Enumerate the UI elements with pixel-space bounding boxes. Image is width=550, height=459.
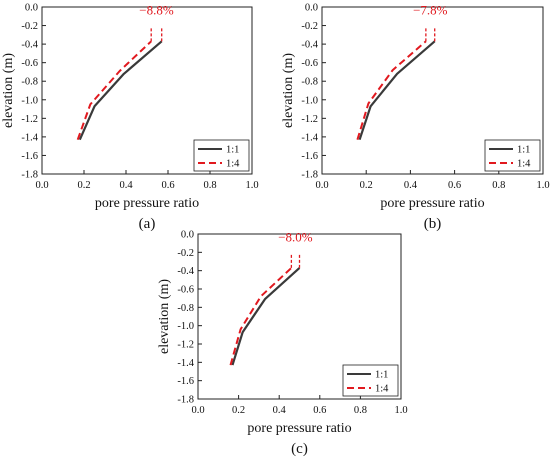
x-tick-label: 1.0 (245, 180, 258, 191)
y-tick-label: -1.0 (21, 95, 38, 106)
legend-label: 1:4 (517, 159, 531, 170)
y-tick-label: -0.2 (301, 21, 318, 32)
y-tick-label: -1.4 (21, 132, 38, 143)
x-tick-label: 0.8 (492, 180, 505, 191)
chart-panel: 0.0 0.2 0.4 0.6 0.8 1.0 0.0 -0.2 -0.4 -0.6 -0.8 -1.… (157, 229, 408, 457)
x-tick-label: 0.2 (360, 180, 373, 191)
legend-label: 1:1 (226, 145, 239, 156)
series-line-1-4 (356, 40, 427, 140)
y-tick-label: 0.0 (181, 230, 194, 241)
y-tick-label: -0.4 (177, 266, 194, 277)
difference-annotation: −7.8% (413, 2, 448, 17)
y-tick-label: -0.6 (177, 285, 194, 296)
series-line-1-1 (231, 267, 301, 366)
x-tick-label: 0.6 (448, 180, 461, 191)
y-tick-label: -1.0 (301, 95, 318, 106)
panel-caption: (a) (139, 216, 156, 232)
difference-annotation: −8.8% (139, 2, 174, 17)
x-tick-label: 0.4 (119, 180, 133, 191)
legend-box (342, 364, 399, 397)
x-tick-label: 0.2 (232, 405, 245, 416)
y-tick-label: -1.8 (301, 170, 318, 181)
x-tick-label: 0.4 (273, 405, 287, 416)
legend-label: 1:1 (517, 145, 530, 156)
legend-box (193, 139, 250, 172)
series-line-1-1 (78, 40, 163, 141)
y-tick-label: -0.8 (301, 77, 318, 88)
x-tick-label: 1.0 (536, 180, 549, 191)
y-tick-label: -1.2 (177, 340, 194, 351)
legend-label: 1:4 (375, 384, 389, 395)
x-tick-label: 0.8 (354, 405, 367, 416)
y-axis-label: elevation (m) (281, 53, 296, 128)
legend-box (484, 139, 541, 172)
y-tick-label: -1.4 (177, 358, 194, 369)
chart-panel: 0.0 0.2 0.4 0.6 0.8 1.0 0.0 -0.2 -0.4 -0.6 -0.8 -1.… (1, 2, 259, 232)
x-tick-label: 1.0 (394, 405, 407, 416)
y-tick-label: -0.4 (301, 40, 318, 51)
y-tick-label: -1.8 (177, 395, 194, 406)
legend-label: 1:4 (226, 159, 240, 170)
x-tick-label: 0.0 (315, 180, 328, 191)
x-tick-label: 0.6 (313, 405, 326, 416)
y-tick-label: -1.6 (301, 151, 318, 162)
y-axis-label: elevation (m) (157, 279, 172, 354)
x-tick-label: 0.4 (404, 180, 418, 191)
plot-frame (41, 6, 253, 175)
y-axis-label: elevation (m) (1, 53, 16, 128)
y-tick-label: -1.0 (177, 321, 194, 332)
series-line-1-4 (76, 40, 152, 141)
x-tick-label: 0.8 (203, 180, 216, 191)
y-tick-label: -0.4 (21, 40, 38, 51)
y-tick-label: -1.2 (21, 114, 38, 125)
y-tick-label: -0.2 (177, 248, 194, 259)
legend-label: 1:1 (375, 370, 388, 381)
y-tick-label: -1.4 (301, 132, 318, 143)
panel-caption: (c) (291, 441, 308, 457)
x-tick-label: 0.2 (77, 180, 90, 191)
x-tick-label: 0.6 (161, 180, 174, 191)
y-tick-label: -1.8 (21, 170, 38, 181)
y-tick-label: -0.8 (177, 303, 194, 314)
panel-caption: (b) (424, 216, 442, 232)
y-tick-label: -0.8 (21, 77, 38, 88)
series-line-1-1 (358, 40, 436, 141)
x-axis-label: pore pressure ratio (95, 196, 199, 211)
x-axis-label: pore pressure ratio (247, 421, 351, 436)
y-tick-label: -0.2 (21, 21, 38, 32)
difference-annotation: −8.0% (278, 229, 313, 244)
y-tick-label: -0.6 (21, 58, 38, 69)
x-axis-label: pore pressure ratio (380, 196, 484, 211)
plot-frame (197, 233, 402, 400)
y-tick-label: 0.0 (25, 3, 38, 14)
y-tick-label: -1.6 (21, 151, 38, 162)
y-tick-label: 0.0 (305, 3, 318, 14)
x-tick-label: 0.0 (191, 405, 204, 416)
y-tick-label: -0.6 (301, 58, 318, 69)
plot-frame (321, 6, 544, 175)
x-tick-label: 0.0 (35, 180, 48, 191)
chart-panel: 0.0 0.2 0.4 0.6 0.8 1.0 0.0 -0.2 -0.4 -0.6 -0.8 -1.… (281, 2, 550, 232)
y-tick-label: -1.2 (301, 114, 318, 125)
series-line-1-4 (229, 267, 293, 366)
y-tick-label: -1.6 (177, 376, 194, 387)
